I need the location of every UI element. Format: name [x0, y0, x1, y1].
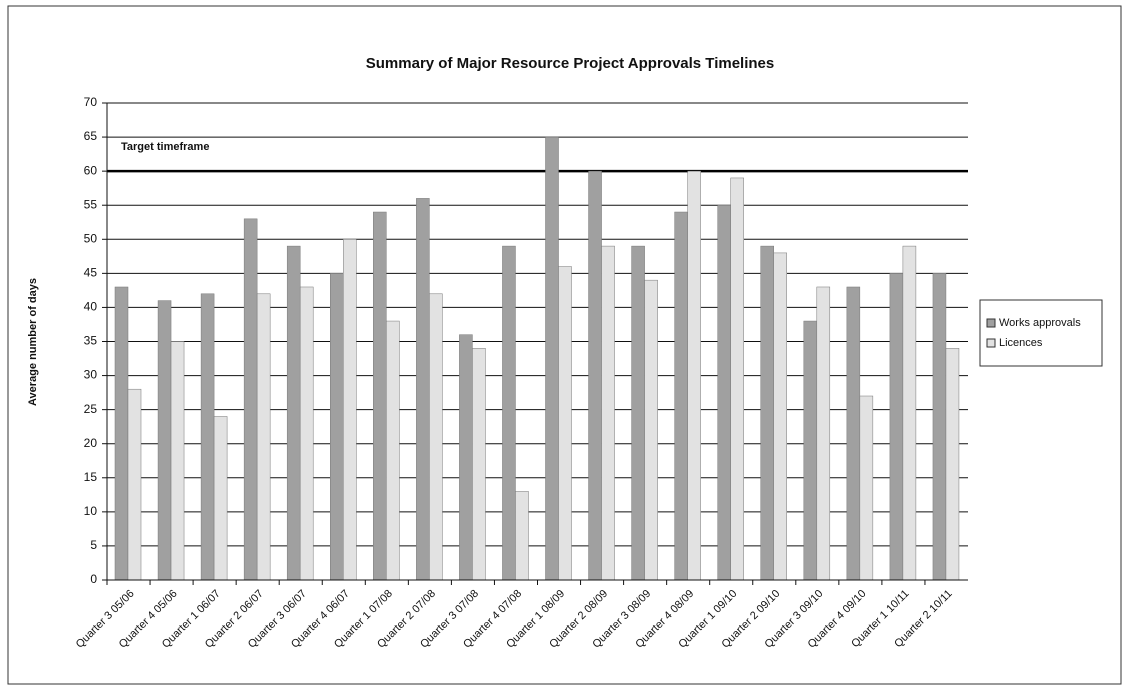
bar	[730, 177, 744, 581]
bar	[286, 245, 301, 581]
bar	[200, 293, 215, 581]
bar	[416, 198, 430, 581]
bar	[945, 348, 960, 581]
bar	[760, 245, 774, 581]
bar	[773, 252, 787, 581]
bar	[256, 293, 271, 581]
bar	[816, 286, 831, 581]
y-tick-label: 10	[84, 504, 98, 518]
bar	[114, 286, 129, 581]
bar	[157, 300, 172, 581]
y-tick-label: 40	[84, 300, 98, 314]
bar	[170, 341, 185, 581]
bar	[644, 279, 658, 581]
y-tick-label: 65	[84, 129, 98, 143]
y-tick-label: 70	[84, 95, 98, 109]
bar	[674, 211, 688, 581]
y-tick-label: 60	[84, 163, 98, 177]
bar	[213, 416, 228, 581]
y-tick-label: 55	[84, 197, 98, 211]
bar	[601, 245, 615, 581]
bar	[846, 286, 861, 581]
y-tick-label: 50	[84, 231, 98, 245]
y-tick-label: 25	[84, 402, 98, 416]
bar	[859, 395, 874, 581]
bar	[515, 491, 529, 581]
bar	[343, 239, 357, 581]
y-tick-label: 20	[84, 436, 98, 450]
bar	[558, 266, 572, 581]
y-axis-label: Average number of days	[27, 278, 39, 406]
legend-swatch	[986, 338, 996, 348]
bar	[717, 204, 731, 581]
y-tick-label: 5	[90, 538, 97, 552]
y-tick-label: 30	[84, 368, 98, 382]
bar	[127, 388, 142, 581]
bar	[803, 320, 818, 581]
y-tick-label: 45	[84, 266, 98, 280]
target-label: Target timeframe	[121, 141, 209, 153]
legend-label: Works approvals	[999, 317, 1081, 329]
bar	[902, 245, 917, 581]
frame	[7, 5, 1122, 685]
y-tick-label: 35	[84, 334, 98, 348]
bar	[889, 273, 904, 581]
bar	[429, 293, 443, 581]
bar	[386, 320, 400, 581]
legend-label: Licences	[999, 337, 1043, 349]
bar	[299, 286, 314, 581]
bar	[243, 218, 258, 581]
bar	[459, 334, 473, 581]
legend-swatch	[986, 318, 996, 328]
bar	[588, 170, 602, 581]
bar	[631, 245, 645, 581]
bar	[373, 211, 387, 581]
bar	[472, 348, 486, 581]
legend-box	[979, 299, 1103, 367]
bar	[545, 136, 559, 581]
bar	[932, 273, 947, 581]
y-tick-label: 0	[90, 572, 97, 586]
bar	[687, 170, 701, 581]
bar	[330, 273, 344, 581]
y-tick-label: 15	[84, 470, 98, 484]
chart-title: Summary of Major Resource Project Approv…	[366, 55, 774, 72]
bar	[502, 245, 516, 581]
